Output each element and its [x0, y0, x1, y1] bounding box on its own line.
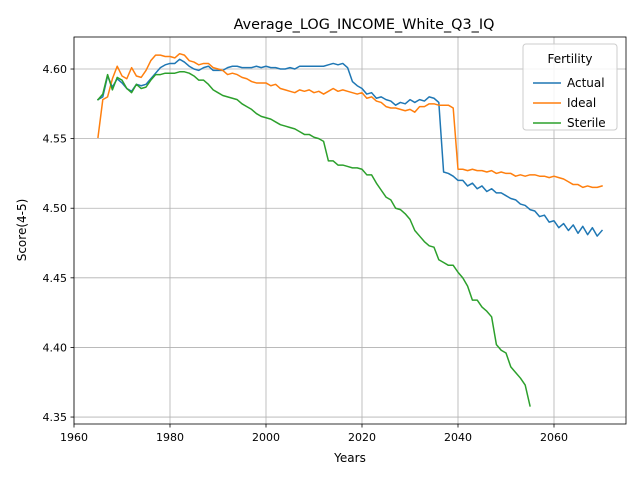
- legend-label-actual: Actual: [567, 76, 605, 90]
- x-tick-label: 2060: [540, 431, 568, 444]
- x-tick-label: 1980: [156, 431, 184, 444]
- y-tick-label: 4.55: [43, 133, 68, 146]
- x-tick-label: 2000: [252, 431, 280, 444]
- y-tick-label: 4.40: [43, 341, 68, 354]
- y-tick-label: 4.35: [43, 411, 68, 424]
- y-tick-label: 4.60: [43, 63, 68, 76]
- x-tick-label: 2040: [444, 431, 472, 444]
- legend-label-sterile: Sterile: [567, 116, 606, 130]
- x-axis-label: Years: [333, 451, 366, 465]
- x-tick-label: 1960: [60, 431, 88, 444]
- legend-label-ideal: Ideal: [567, 96, 596, 110]
- legend-title: Fertility: [547, 52, 592, 66]
- y-axis-label: Score(4-5): [15, 199, 29, 262]
- y-tick-label: 4.45: [43, 272, 68, 285]
- y-tick-label: 4.50: [43, 202, 68, 215]
- legend: Fertility Actual Ideal Sterile: [523, 44, 617, 130]
- chart-title: Average_LOG_INCOME_White_Q3_IQ: [234, 17, 495, 33]
- x-tick-label: 2020: [348, 431, 376, 444]
